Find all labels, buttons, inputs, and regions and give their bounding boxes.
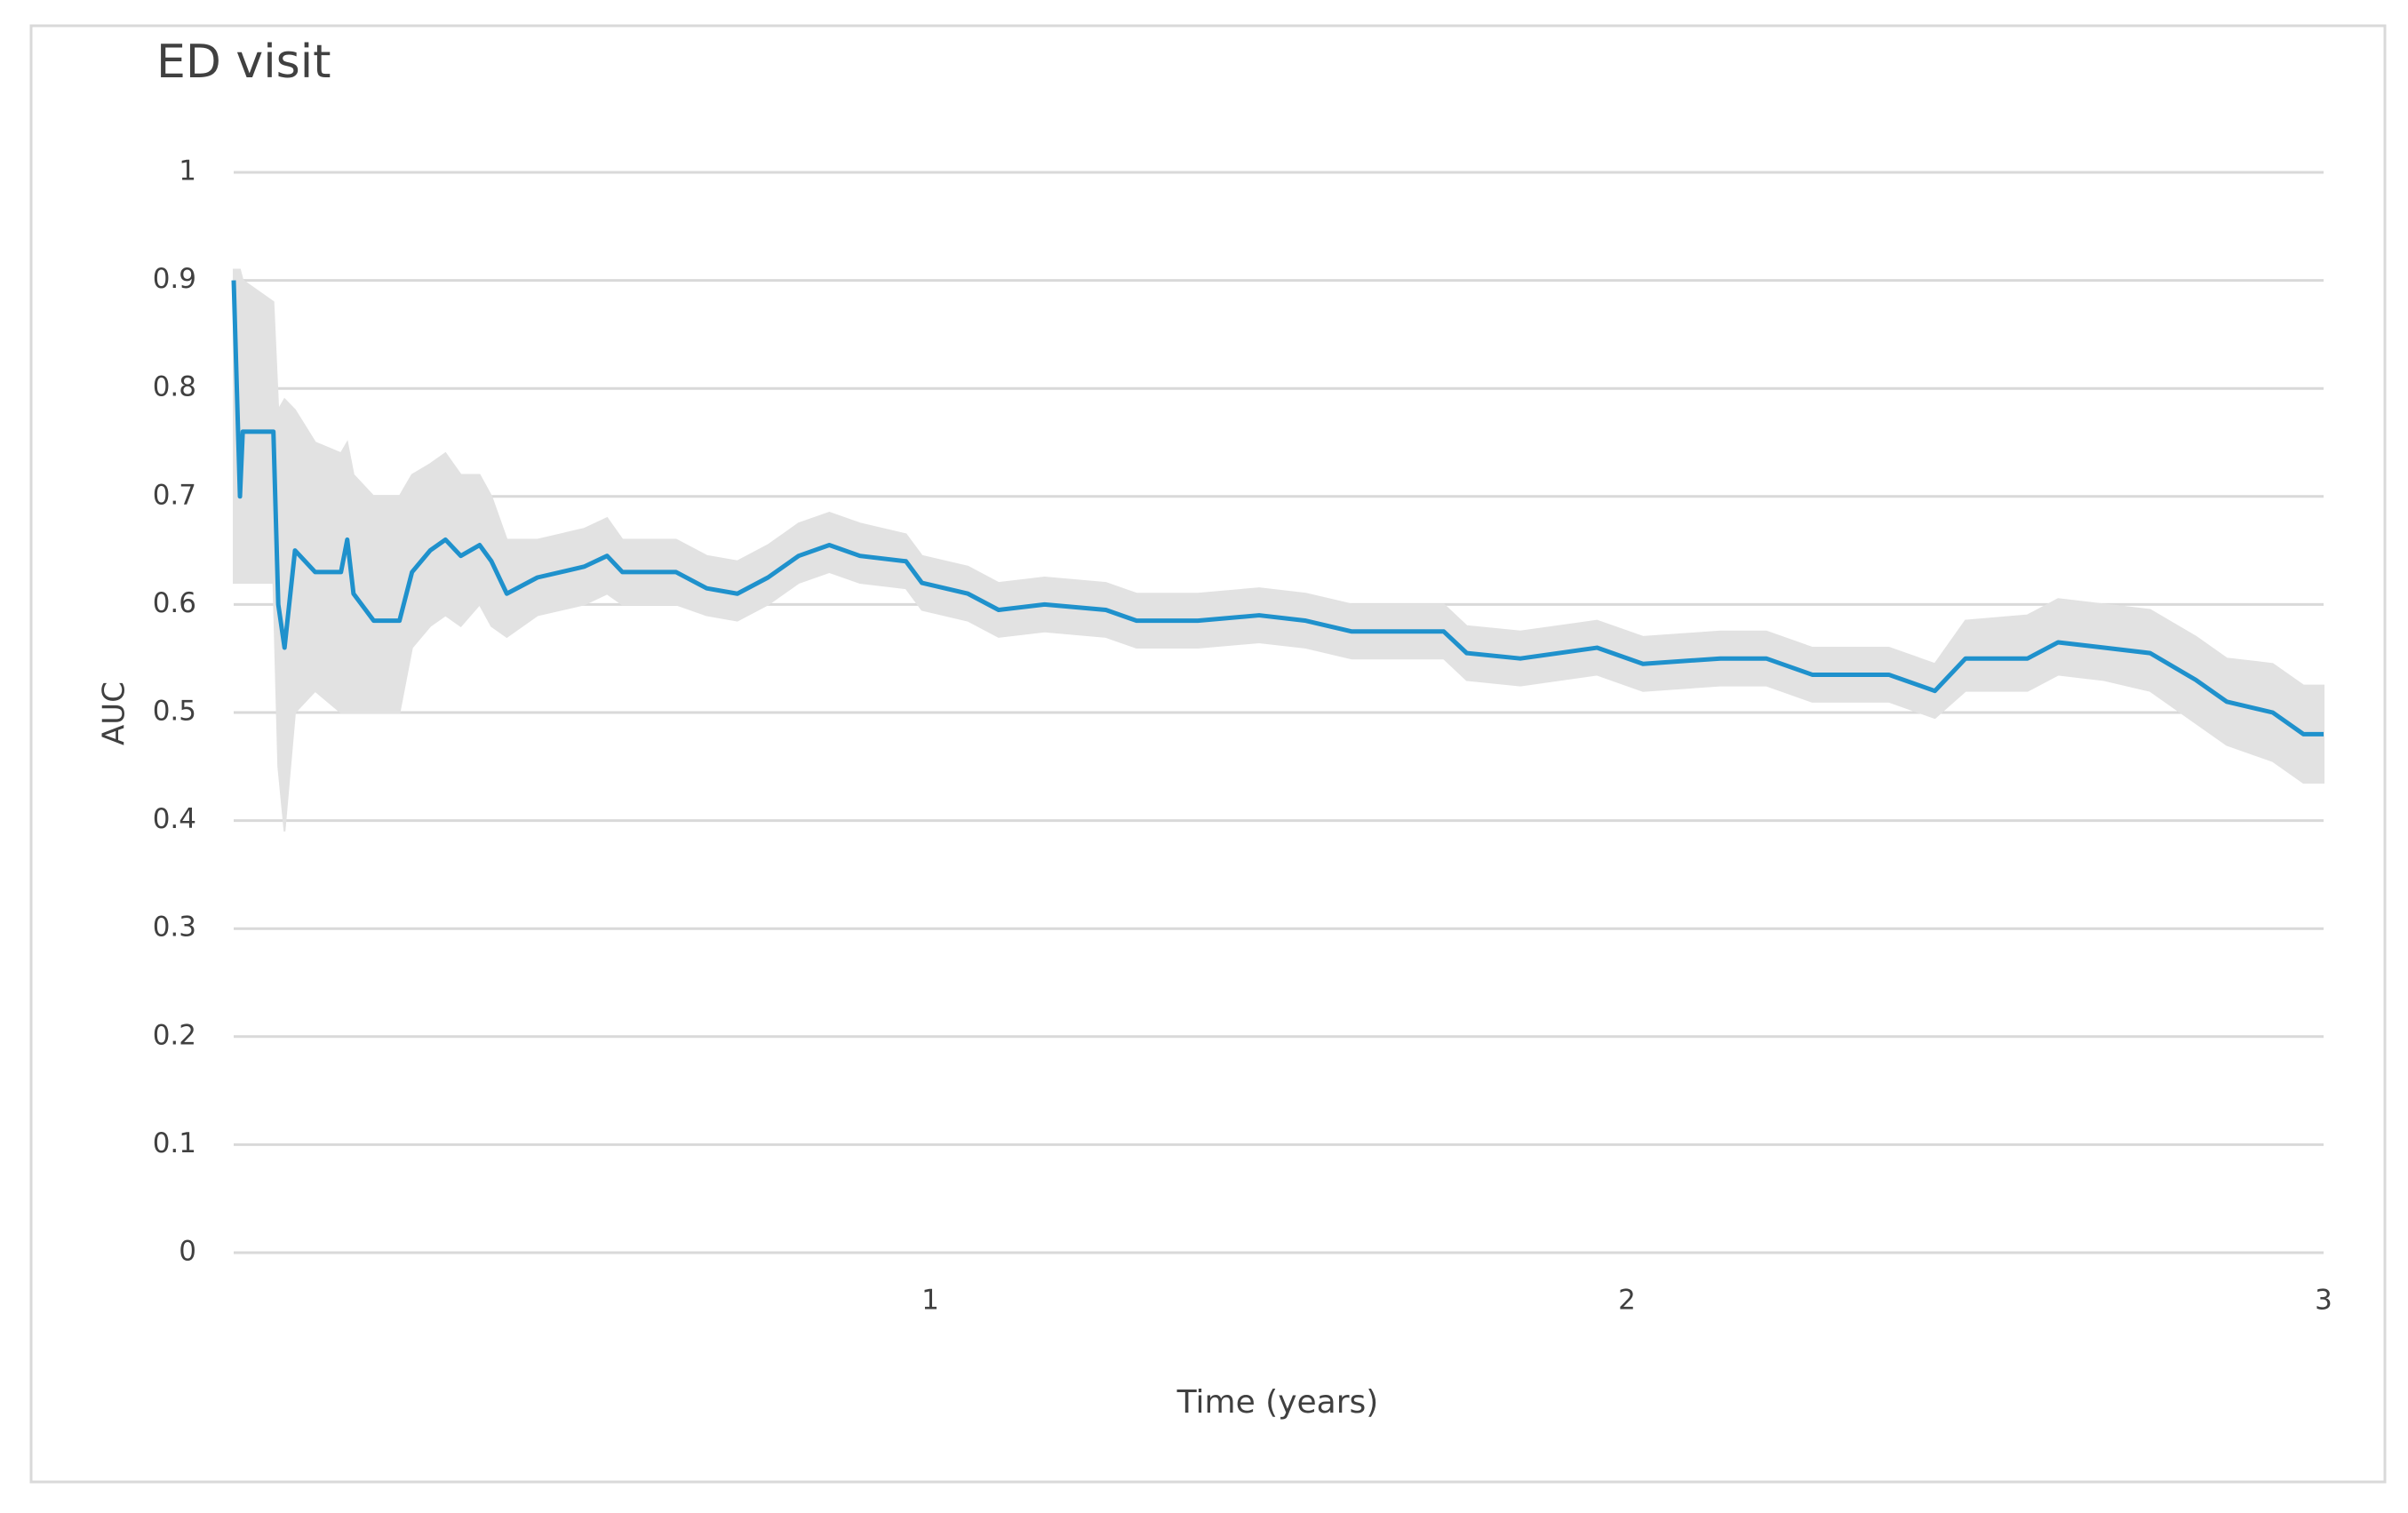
confidence-band bbox=[233, 268, 2324, 832]
chart-frame bbox=[29, 24, 2387, 1484]
y-tick-label: 0.8 bbox=[153, 371, 196, 403]
chart-title: ED visit bbox=[156, 36, 331, 89]
y-tick-label: 1 bbox=[179, 155, 196, 187]
y-tick-label: 0.1 bbox=[153, 1127, 196, 1159]
y-tick-label: 0.4 bbox=[153, 803, 196, 835]
y-tick-label: 0.9 bbox=[153, 263, 196, 295]
y-tick-label: 0.7 bbox=[153, 479, 196, 511]
y-tick-label: 0.3 bbox=[153, 912, 196, 944]
x-tick-label: 3 bbox=[2315, 1285, 2332, 1317]
x-axis-label: Time (years) bbox=[1176, 1384, 1379, 1421]
auc-line bbox=[231, 280, 2324, 737]
y-tick-label: 0.6 bbox=[153, 587, 196, 619]
y-tick-label: 0 bbox=[179, 1236, 196, 1268]
y-tick-label: 0.2 bbox=[153, 1019, 196, 1051]
y-tick-label: 0.5 bbox=[153, 696, 196, 728]
x-tick-label: 2 bbox=[1618, 1285, 1636, 1317]
x-tick-label: 1 bbox=[921, 1285, 939, 1317]
y-axis-label: AUC bbox=[97, 681, 132, 745]
